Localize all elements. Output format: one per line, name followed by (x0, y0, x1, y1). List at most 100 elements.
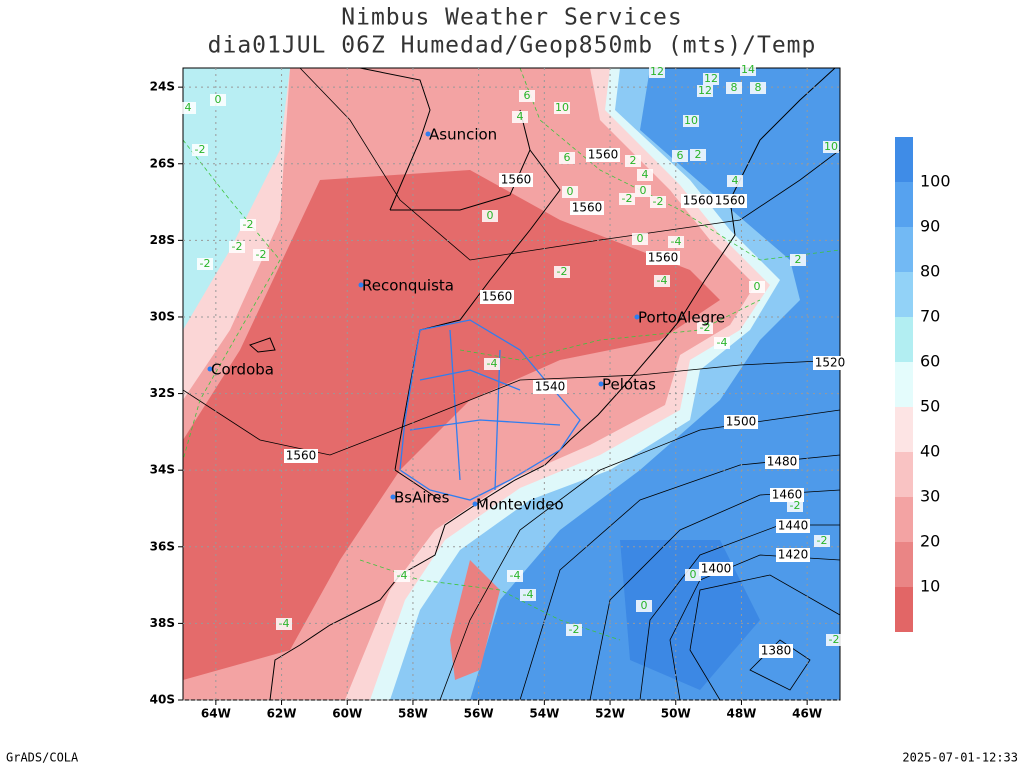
field (183, 68, 840, 700)
height-label: 1480 (767, 455, 798, 469)
temp-label-box (635, 185, 651, 197)
city-label: Montevideo (476, 496, 564, 514)
temp-label: 0 (641, 599, 648, 612)
colorbar-band (895, 182, 913, 227)
height-label-box (646, 251, 680, 265)
city-dot (598, 381, 604, 387)
colorbar-label: 100 (920, 172, 951, 191)
colorbar-band (895, 362, 913, 407)
temp-label-box (482, 210, 498, 222)
lat-label: 38S (150, 616, 175, 630)
height-label: 1520 (815, 356, 846, 370)
temp-label-box (632, 233, 648, 245)
temp-label-box (649, 66, 665, 78)
footer-left: GrADS/COLA (6, 751, 79, 765)
height-label: 1460 (772, 488, 803, 502)
temp-label: 0 (567, 185, 574, 198)
height-label: 1560 (572, 201, 603, 215)
temp-label: -4 (487, 357, 498, 370)
lon-label: 58W (398, 707, 428, 721)
lat-label: 24S (150, 80, 175, 94)
coast (269, 68, 836, 700)
temp-label-box (749, 281, 765, 293)
temp-label: -4 (523, 588, 534, 601)
city-dot (358, 282, 364, 288)
temp-label-box (685, 569, 701, 581)
contour (299, 68, 840, 261)
lon-label: 56W (464, 707, 494, 721)
temp-label-box (727, 175, 743, 187)
temp-label-box (697, 85, 713, 97)
colorbar-band (895, 497, 913, 542)
temp-label: 2 (795, 253, 802, 266)
temp-label: 8 (755, 81, 762, 94)
temp-label: -4 (397, 569, 408, 582)
temp-label: 0 (215, 93, 222, 106)
temp-label: -2 (557, 265, 568, 278)
height-label: 1440 (778, 519, 809, 533)
colorbar-band (895, 227, 913, 272)
height-label-box (776, 548, 810, 562)
temp-label: -2 (195, 143, 206, 156)
contour (183, 359, 840, 456)
height-label-box (699, 562, 733, 576)
city-dot (425, 131, 431, 137)
state-border (399, 319, 581, 501)
city-label: BsAires (394, 489, 450, 507)
height-label: 1420 (778, 548, 809, 562)
temp-label: 12 (650, 65, 664, 78)
temp-label: 4 (642, 168, 649, 181)
height-label-box (776, 519, 810, 533)
lon-label: 64W (201, 707, 231, 721)
temp-label: 10 (684, 114, 698, 127)
colorbar-label: 20 (920, 532, 940, 551)
temp-label-box (740, 64, 756, 76)
temp-label-box (554, 102, 570, 114)
height-label: 1560 (286, 449, 317, 463)
height-label-box (681, 194, 715, 208)
colorbar-label: 50 (920, 397, 940, 416)
temp-label: -2 (232, 240, 243, 253)
temp-label-box (507, 570, 523, 582)
height-label-box (713, 194, 747, 208)
city-label: Cordoba (211, 361, 274, 379)
temp-label-box (690, 149, 706, 161)
colorbar-label: 80 (920, 262, 940, 281)
temp-label: -2 (700, 321, 711, 334)
temp-label-box (654, 275, 670, 287)
temp-label-box (703, 73, 719, 85)
colorbar: 10 20 30 40 50 60 70 80 90 100 (895, 137, 951, 632)
temp-label-box (683, 115, 699, 127)
temp-label: -2 (790, 499, 801, 512)
height-label: 1380 (761, 644, 792, 658)
colorbar-label: 90 (920, 217, 940, 236)
temp-label-box (650, 196, 666, 208)
temp-label-box (636, 600, 652, 612)
lat-label: 26S (150, 156, 175, 170)
city-label: Reconquista (362, 277, 454, 295)
height-label: 1560 (683, 194, 714, 208)
height-label: 1500 (726, 415, 757, 429)
height-label: 1560 (648, 251, 679, 265)
temp-label-box (697, 322, 713, 334)
coastlines (249, 68, 836, 700)
lon-label: 50W (661, 707, 691, 721)
field-patch (620, 540, 760, 690)
colorbar-band (895, 272, 913, 317)
colorbar-label: 40 (920, 442, 940, 461)
map-frame (182, 67, 841, 701)
contour (183, 139, 281, 461)
temp-label: 10 (555, 101, 569, 114)
temp-label: 10 (824, 140, 838, 153)
lon-label: 60W (332, 707, 362, 721)
temp-label-box (484, 358, 500, 370)
temp-label-box (668, 236, 684, 248)
city-label: PortoAlegre (638, 309, 725, 327)
temp-label: 6 (524, 89, 531, 102)
temp-label: -2 (829, 633, 840, 646)
field-core (183, 170, 720, 680)
colorbar-band (895, 137, 913, 182)
temp-label-box (512, 111, 528, 123)
temp-label-box (826, 634, 842, 646)
